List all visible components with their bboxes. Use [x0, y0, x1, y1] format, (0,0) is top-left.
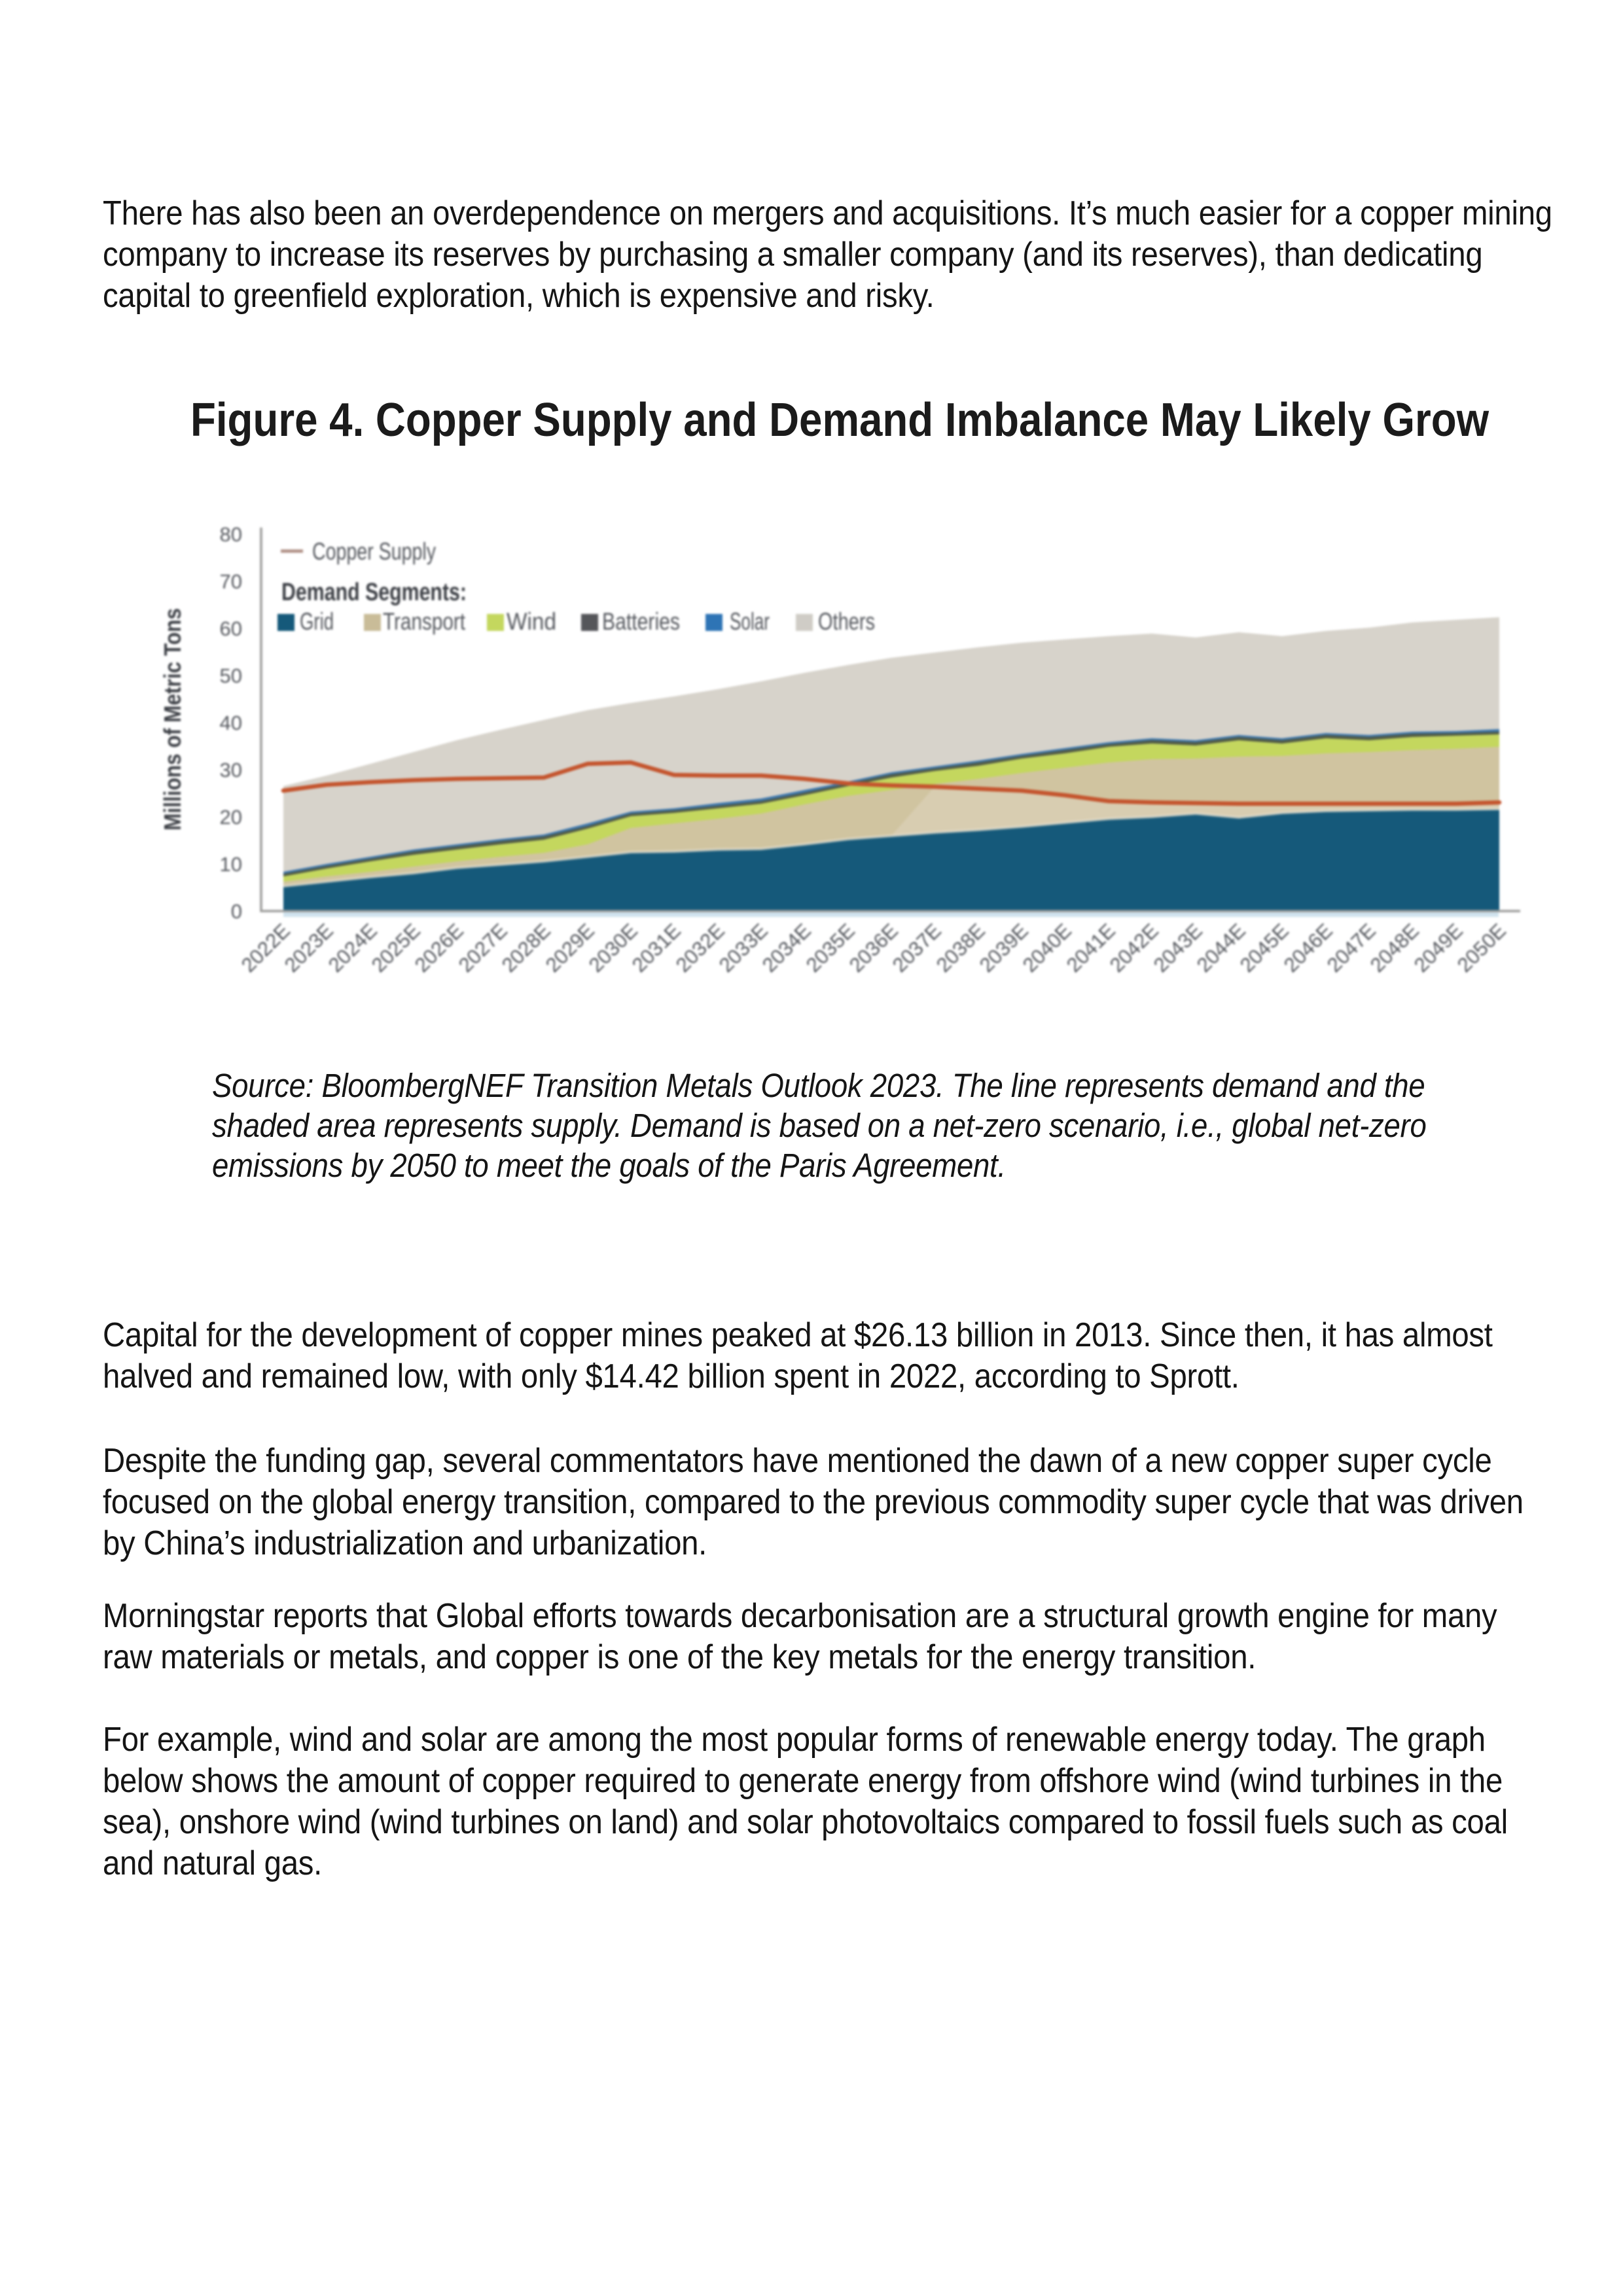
svg-text:60: 60 — [220, 617, 242, 640]
svg-text:2044E: 2044E — [1192, 919, 1250, 977]
svg-text:2047E: 2047E — [1323, 919, 1380, 977]
svg-text:2041E: 2041E — [1062, 919, 1120, 977]
svg-text:2040E: 2040E — [1018, 919, 1076, 977]
svg-text:2027E: 2027E — [454, 919, 512, 977]
svg-text:2043E: 2043E — [1149, 919, 1207, 977]
svg-text:40: 40 — [220, 711, 242, 734]
svg-text:2042E: 2042E — [1105, 919, 1163, 977]
svg-text:2049E: 2049E — [1410, 919, 1467, 977]
svg-text:80: 80 — [220, 523, 242, 546]
svg-text:2050E: 2050E — [1453, 919, 1510, 977]
svg-text:2023E: 2023E — [280, 919, 338, 977]
svg-text:2039E: 2039E — [975, 919, 1033, 977]
svg-text:2034E: 2034E — [758, 919, 815, 977]
svg-text:50: 50 — [220, 664, 242, 687]
svg-text:2022E: 2022E — [237, 919, 294, 977]
svg-text:2030E: 2030E — [584, 919, 642, 977]
svg-text:70: 70 — [220, 570, 242, 593]
svg-text:Millions of Metric Tons: Millions of Metric Tons — [159, 608, 186, 831]
svg-text:Transport: Transport — [383, 608, 466, 635]
svg-text:2025E: 2025E — [367, 919, 425, 977]
svg-text:Grid: Grid — [300, 608, 334, 635]
svg-text:0: 0 — [231, 900, 242, 923]
svg-text:2029E: 2029E — [541, 919, 599, 977]
svg-text:2037E: 2037E — [888, 919, 946, 977]
svg-text:20: 20 — [220, 806, 242, 829]
svg-text:2036E: 2036E — [845, 919, 902, 977]
svg-text:2045E: 2045E — [1236, 919, 1293, 977]
svg-text:30: 30 — [220, 759, 242, 781]
svg-text:2031E: 2031E — [628, 919, 685, 977]
svg-text:2026E: 2026E — [410, 919, 468, 977]
svg-text:Solar: Solar — [730, 608, 770, 635]
svg-text:2033E: 2033E — [715, 919, 772, 977]
svg-text:2032E: 2032E — [671, 919, 729, 977]
svg-text:2028E: 2028E — [497, 919, 555, 977]
svg-text:Demand Segments:: Demand Segments: — [281, 579, 467, 606]
svg-text:2035E: 2035E — [802, 919, 859, 977]
svg-text:2046E: 2046E — [1279, 919, 1337, 977]
svg-text:2024E: 2024E — [324, 919, 382, 977]
svg-text:Wind: Wind — [507, 608, 556, 635]
svg-text:2038E: 2038E — [932, 919, 990, 977]
svg-text:10: 10 — [220, 853, 242, 876]
svg-text:2048E: 2048E — [1366, 919, 1423, 977]
svg-text:Others: Others — [818, 608, 875, 635]
svg-text:Copper Supply: Copper Supply — [312, 538, 436, 565]
svg-text:Batteries: Batteries — [602, 608, 680, 635]
